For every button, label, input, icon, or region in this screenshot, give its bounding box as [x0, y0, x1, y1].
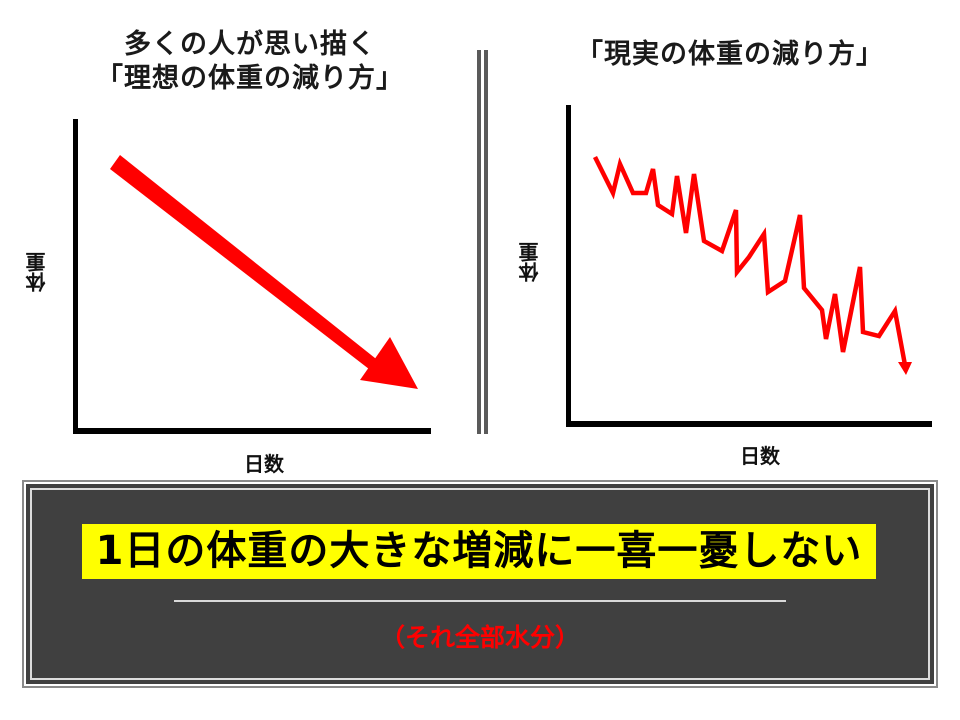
real-chart-title: 「現実の体重の減り方」	[576, 39, 884, 70]
charts-canvas	[73, 105, 932, 434]
ideal-chart-x-axis-label: 日数	[244, 452, 284, 476]
real-trend-line	[592, 155, 912, 375]
message-panel	[22, 480, 938, 688]
real-chart-x-axis-label: 日数	[740, 444, 780, 468]
headline-highlight: 1日の体重の大きな増減に一喜一憂しない	[82, 524, 876, 579]
message-panel-inner-border	[30, 488, 930, 680]
ideal-chart-title-line1: 多くの人が思い描く	[124, 29, 376, 60]
ideal-chart-title: 多くの人が思い描く 「理想の体重の減り方」	[40, 28, 460, 96]
footnote-text: （それ全部水分）	[379, 623, 580, 652]
divider-line-right	[484, 50, 488, 434]
real-trend-arrowhead	[898, 362, 912, 375]
real-chart-y-axis-label: 体重	[518, 242, 542, 282]
ideal-chart-axes	[73, 119, 431, 434]
ideal-chart-title-line2: 「理想の体重の減り方」	[96, 63, 404, 94]
ideal-chart-y-axis-label: 体重	[25, 252, 49, 292]
ideal-trend-arrow	[110, 155, 418, 389]
divider-line-left	[477, 50, 481, 434]
real-chart-axes	[566, 105, 932, 427]
separator-rule	[174, 600, 786, 602]
